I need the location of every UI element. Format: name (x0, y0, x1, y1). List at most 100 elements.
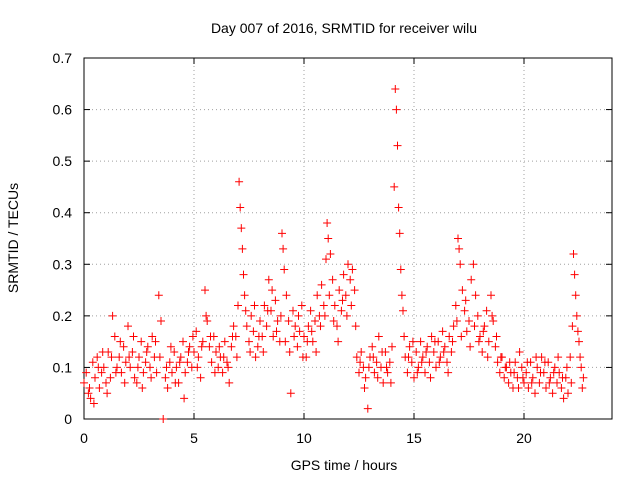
data-point (379, 378, 388, 387)
data-point (295, 327, 304, 336)
data-point (291, 322, 300, 331)
data-point (352, 353, 361, 362)
data-point (460, 306, 469, 315)
data-point (570, 270, 579, 279)
data-point (228, 332, 237, 341)
data-series (80, 84, 588, 423)
data-point (271, 296, 280, 305)
data-point (469, 260, 478, 269)
data-point (440, 342, 449, 351)
data-point (126, 363, 135, 372)
data-point (166, 342, 175, 351)
data-point (396, 265, 405, 274)
data-point (304, 322, 313, 331)
data-point (268, 286, 277, 295)
data-point (130, 373, 139, 382)
data-point (553, 378, 561, 387)
data-point (249, 327, 258, 336)
data-point (88, 358, 97, 367)
data-point (215, 342, 224, 351)
y-tick-label: 0.7 (53, 50, 73, 66)
data-point (203, 317, 212, 326)
data-point (448, 337, 457, 346)
data-point (326, 249, 335, 258)
data-point (84, 389, 93, 398)
data-point (185, 342, 194, 351)
data-point (501, 363, 510, 372)
data-point (323, 219, 332, 228)
data-point (360, 384, 369, 393)
data-point (505, 358, 514, 367)
data-point (154, 291, 163, 300)
data-point (279, 244, 288, 253)
y-tick-labels: 0 0.1 0.2 0.3 0.4 0.5 0.6 0.7 (53, 50, 73, 427)
data-point (412, 347, 421, 356)
data-point (346, 275, 355, 284)
plot-frame (83, 57, 613, 420)
data-point (572, 311, 581, 320)
data-point (567, 378, 576, 387)
data-point (142, 347, 151, 356)
data-point (207, 358, 216, 367)
data-point (210, 368, 219, 377)
data-point (449, 322, 458, 331)
data-point (276, 311, 285, 320)
data-point (293, 342, 302, 351)
data-point (462, 327, 471, 336)
data-point (351, 322, 360, 331)
axis-ticks (83, 57, 612, 420)
data-point (298, 353, 307, 362)
data-point (417, 358, 426, 367)
x-tick-label: 10 (296, 430, 312, 446)
data-point (147, 373, 156, 382)
data-point (532, 353, 541, 362)
data-point (95, 384, 104, 393)
data-point (238, 244, 247, 253)
data-point (125, 353, 134, 362)
data-point (413, 368, 422, 377)
data-point (307, 327, 316, 336)
data-point (447, 347, 456, 356)
data-point (451, 301, 460, 310)
y-tick-label: 0.3 (53, 256, 73, 272)
data-point (183, 358, 192, 367)
data-point (357, 347, 366, 356)
data-point (518, 373, 527, 382)
data-point (407, 358, 416, 367)
data-point (256, 317, 264, 326)
data-point (554, 353, 563, 362)
data-point (496, 353, 505, 362)
data-point (116, 337, 125, 346)
data-point (253, 342, 262, 351)
data-point (180, 394, 189, 403)
data-point (356, 358, 365, 367)
data-point (467, 275, 476, 284)
data-point (219, 353, 228, 362)
x-tick-label: 5 (190, 430, 198, 446)
data-point (397, 291, 406, 300)
data-point (363, 404, 372, 413)
data-point (312, 347, 321, 356)
data-point (558, 373, 567, 382)
data-point (236, 203, 245, 212)
data-point (247, 311, 256, 320)
data-point (435, 358, 444, 367)
data-point (520, 378, 528, 387)
data-point (341, 291, 350, 300)
data-point (311, 317, 319, 326)
data-point (280, 265, 289, 274)
data-point (322, 255, 330, 264)
data-point (325, 291, 334, 300)
data-point (540, 358, 549, 367)
data-point (138, 384, 147, 393)
data-point (339, 270, 348, 279)
data-point (237, 224, 246, 233)
data-point (102, 378, 110, 387)
data-point (289, 306, 297, 315)
data-point (480, 322, 489, 331)
data-point (240, 291, 249, 300)
data-point (93, 353, 102, 362)
data-point (229, 322, 238, 331)
data-point (471, 291, 480, 300)
data-point (297, 301, 306, 310)
